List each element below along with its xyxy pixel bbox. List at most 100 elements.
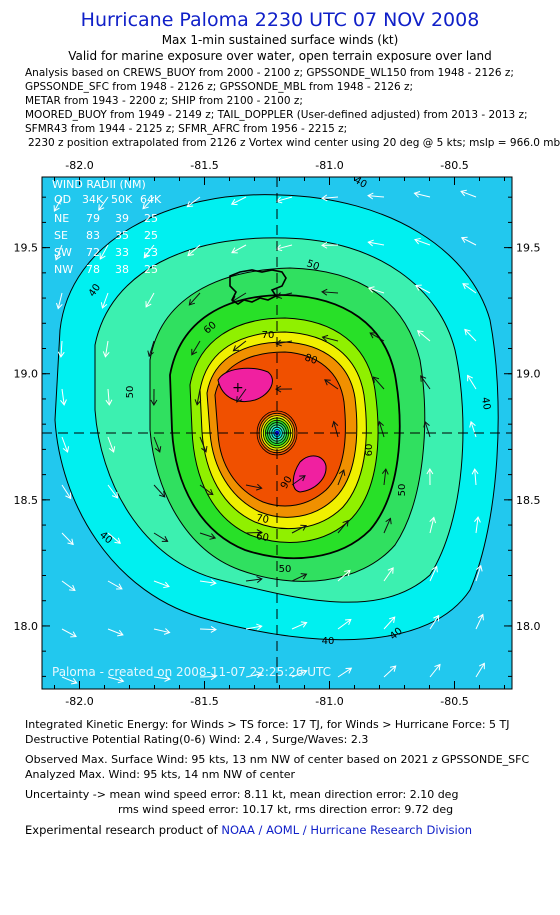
wind-arrow (381, 468, 389, 486)
wind-arrow (413, 191, 431, 198)
analysis-line: GPSSONDE_SFC from 1948 - 2126 z; GPSSOND… (25, 81, 414, 93)
wind-arrow (291, 475, 306, 486)
wind-arrow (107, 436, 116, 453)
cuba-coastline (229, 269, 287, 305)
wind-arrow (105, 388, 113, 406)
wind-radii-cell: NE (54, 212, 69, 225)
wind-arrow (416, 330, 431, 342)
wind-radii-cell: 39 (115, 212, 129, 225)
wind-arrow (367, 286, 385, 294)
wind-radii-cell: 33 (115, 246, 129, 259)
wind-arrow (291, 573, 308, 582)
max-wind-region-se (292, 455, 327, 493)
wind-radii-header: 50K (111, 193, 133, 206)
axis-labels: -82.0 -82.0 -81.5 -81.5 -81.0 -81.0 -80.5 -80.5… (14, 159, 541, 708)
max-wind-marker: + (232, 380, 244, 396)
watermark: Paloma - created on 2008-11-07 22:25:26 … (52, 665, 331, 679)
wind-arrow (153, 628, 171, 635)
wind-arrow (107, 532, 121, 544)
wind-arrow (275, 339, 293, 347)
wind-arrow (194, 388, 202, 406)
wind-arrow (383, 517, 392, 534)
wind-arrow (61, 532, 74, 546)
wind-arrow (153, 532, 169, 542)
analysis-line: Analysis based on CREWS_BUOY from 2000 -… (25, 67, 514, 79)
wind-radii-cell: 38 (115, 263, 129, 276)
center-crosshair (42, 177, 512, 689)
y-tick-label: 18.0 (14, 620, 39, 633)
contour-label: 50 (279, 564, 292, 575)
wind-arrow (467, 374, 477, 390)
analysis-line: MOORED_BUOY from 1949 - 2149 z; TAIL_DOP… (25, 109, 528, 121)
wind-arrow (245, 529, 263, 537)
wind-arrow (145, 292, 155, 308)
wind-arrow (230, 196, 247, 206)
wind-arrow (377, 420, 385, 438)
wind-arrow (475, 662, 485, 678)
wind-radii-cell: 25 (144, 212, 158, 225)
wind-arrow (291, 669, 308, 678)
wind-arrow (420, 375, 431, 390)
x-tick-label: -80.5 (440, 159, 468, 172)
contour-label: 50 (125, 386, 136, 399)
wind-arrow (367, 239, 385, 247)
x-tick-label: -81.0 (315, 695, 343, 708)
chart-subtitle: Max 1-min sustained surface winds (kt) (161, 33, 399, 47)
contour-label: 60 (364, 444, 375, 457)
x-tick-label: -81.5 (190, 695, 218, 708)
wind-arrow (54, 244, 63, 261)
wind-arrow (153, 436, 162, 453)
wind-radii-title: WIND RADII (NM) (52, 178, 146, 191)
uncertainty-line: Uncertainty -> mean wind speed error: 8.… (25, 788, 459, 801)
wind-arrow (337, 618, 352, 630)
y-tick-label: 18.5 (14, 494, 39, 507)
wind-arrow (61, 580, 76, 592)
wind-arrow (107, 484, 119, 499)
wind-arrow (99, 244, 109, 260)
wind-arrow (61, 676, 78, 685)
wind-arrow (331, 420, 339, 438)
wind-arrow (321, 288, 339, 296)
y-tick-label: 18.0 (516, 620, 541, 633)
wind-arrow (321, 334, 339, 342)
y-tick-label: 19.0 (516, 368, 541, 381)
contour-label: 80 (303, 352, 319, 367)
credit-line: Experimental research product of NOAA / … (25, 823, 472, 837)
wind-arrow (57, 340, 65, 358)
wind-radii-header: 34K (82, 193, 104, 206)
wind-arrow (100, 292, 109, 309)
wind-arrow (460, 236, 477, 246)
wind-arrow (153, 580, 170, 589)
x-tick-label: -80.5 (440, 695, 468, 708)
wind-arrow (107, 628, 124, 637)
wind-arrow (337, 469, 346, 486)
wind-arrow (469, 420, 477, 438)
wind-arrow (321, 241, 339, 249)
contour-label: 70 (255, 513, 269, 526)
wind-radii-header: QD (54, 193, 71, 206)
analysis-line: 2230 z position extrapolated from 2126 z… (28, 137, 560, 149)
wind-arrow (426, 468, 434, 486)
wind-arrow (423, 420, 431, 438)
credit-link[interactable]: NOAA / AOML / Hurricane Research Divisio… (221, 823, 473, 837)
y-tick-label: 18.5 (516, 494, 541, 507)
wind-arrow (60, 388, 67, 406)
contour-label: 50 (397, 484, 408, 497)
wind-arrow (429, 663, 441, 678)
wind-arrow (462, 283, 477, 294)
analysis-line: SFMR43 from 1944 - 2125 z; SFMR_AFRC fro… (25, 123, 348, 135)
contour-label: 50 (305, 258, 321, 273)
wind-radii-cell: 23 (144, 246, 158, 259)
wind-arrow (369, 332, 385, 342)
wind-arrow (415, 284, 431, 294)
wind-arrow (475, 613, 484, 630)
wind-radii-cell: 83 (86, 229, 100, 242)
wind-arrow (191, 340, 201, 356)
wind-arrow (55, 292, 63, 310)
wind-arrow (61, 484, 72, 500)
wind-arrow (199, 436, 208, 453)
wind-arrow (232, 340, 247, 352)
wind-arrow (414, 237, 431, 246)
wind-arrow (383, 567, 394, 582)
wind-arrow (337, 519, 349, 534)
